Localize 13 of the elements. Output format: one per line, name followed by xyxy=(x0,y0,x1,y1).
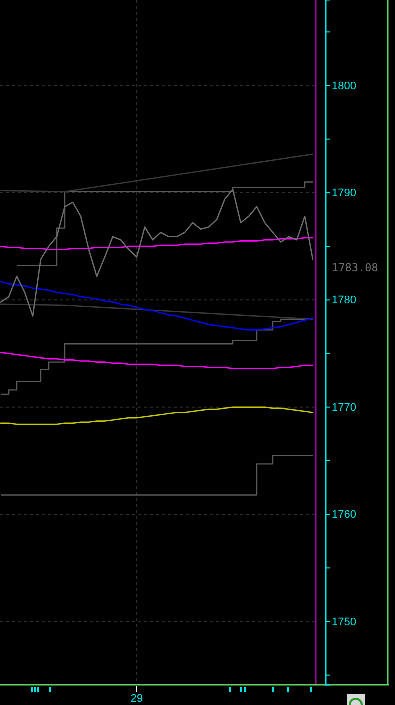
text: 1783.08 xyxy=(332,261,378,274)
y-tick-label: 1750 xyxy=(332,616,356,628)
x-tick-label: 29 xyxy=(130,692,144,705)
line-series xyxy=(0,237,314,250)
y-tick-label: 1800 xyxy=(332,80,356,92)
y-tick-label: 1770 xyxy=(332,402,356,414)
line-series xyxy=(0,352,314,370)
line-series xyxy=(0,189,314,317)
y-tick-label: 1780 xyxy=(332,294,356,307)
line-series xyxy=(0,406,314,426)
line-series xyxy=(0,281,314,331)
y-tick-label: 1760 xyxy=(332,509,356,522)
y-tick-label: 1790 xyxy=(332,187,356,200)
